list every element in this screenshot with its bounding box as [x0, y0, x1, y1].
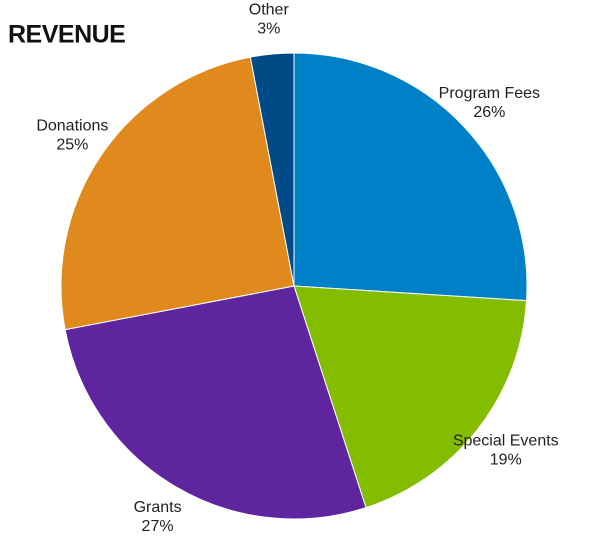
slice-label: Grants	[134, 499, 182, 516]
slice-value-label: 19%	[490, 451, 522, 468]
slice-value-label: 3%	[257, 20, 280, 37]
slice-value-label: 25%	[56, 137, 88, 154]
pie-slice	[60, 56, 295, 331]
chart-title: REVENUE	[8, 21, 125, 49]
pie-slice	[64, 285, 367, 520]
slice-label: Program Fees	[439, 85, 540, 102]
pie-slice	[293, 52, 528, 302]
slice-value-label: 27%	[142, 518, 174, 535]
slice-label: Donations	[36, 118, 108, 135]
pie-slice	[293, 285, 528, 509]
slice-label: Special Events	[453, 432, 559, 449]
slice-label: Other	[249, 1, 290, 18]
slice-value-label: 26%	[473, 104, 505, 121]
pie-slice	[249, 52, 295, 287]
